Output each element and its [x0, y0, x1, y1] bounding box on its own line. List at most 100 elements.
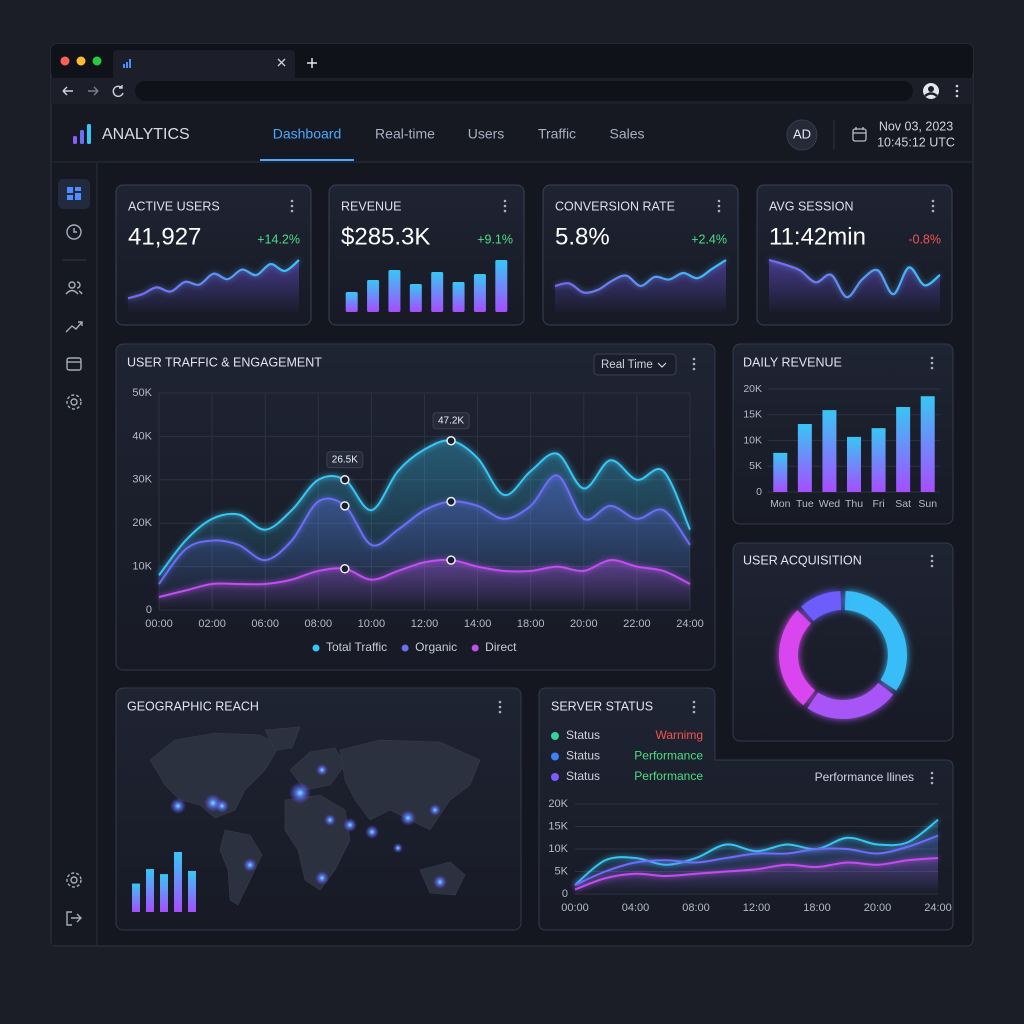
card-menu[interactable] [930, 554, 934, 568]
x-tick-label: 20:00 [570, 618, 598, 630]
user-acquisition-card [732, 542, 954, 742]
card-title: GEOGRAPHIC REACH [127, 699, 259, 713]
x-tick-label: 02:00 [198, 618, 226, 630]
map-hotspots [170, 764, 447, 889]
card-title: USER ACQUISITION [743, 553, 862, 567]
new-tab[interactable] [307, 58, 317, 68]
calendar-nav-icon[interactable] [66, 357, 82, 371]
y-tick-label: 5K [555, 865, 569, 877]
x-tick-label: 12:00 [743, 902, 771, 914]
kpi-menu[interactable] [290, 204, 294, 208]
x-tick-label: 08:00 [682, 902, 710, 914]
tab-close[interactable] [277, 58, 286, 67]
series-area [575, 858, 938, 894]
card-menu[interactable] [692, 357, 696, 371]
nav-tab[interactable]: Real-time [375, 126, 435, 142]
kpi-bar [367, 280, 380, 312]
card-title: DAILY REVENUE [743, 355, 842, 369]
users-icon[interactable] [65, 281, 83, 295]
y-tick-label: 40K [132, 430, 152, 442]
highlight-point [446, 435, 456, 446]
history-icon[interactable] [66, 224, 82, 240]
bar [920, 396, 935, 492]
bar [847, 436, 861, 492]
kpi-menu[interactable] [290, 199, 294, 203]
kpi-menu[interactable] [931, 199, 935, 203]
donut-segment [807, 682, 894, 720]
kpi-bar [409, 284, 422, 312]
kpi-menu[interactable] [931, 209, 935, 213]
x-tick-label: 20:00 [864, 902, 892, 914]
tab-icon [123, 59, 131, 68]
kpi-menu[interactable] [503, 199, 507, 203]
range-dropdown[interactable] [593, 353, 677, 376]
donut-segment [844, 591, 907, 691]
legend-dot [471, 644, 479, 652]
nav-tab[interactable]: Sales [609, 126, 644, 142]
x-tick-label: 14:00 [464, 618, 492, 630]
nav-tab[interactable]: Users [468, 126, 505, 142]
back-button[interactable] [62, 86, 73, 96]
trends-icon[interactable] [65, 321, 83, 333]
logout-icon[interactable] [66, 911, 82, 926]
avatar[interactable] [786, 119, 818, 151]
y-tick-label: 30K [132, 474, 152, 486]
browser-tab[interactable] [113, 50, 295, 78]
kpi-menu[interactable] [717, 204, 721, 208]
nav-tab[interactable]: Dashboard [273, 126, 342, 142]
kpi-value: 5.8% [555, 223, 610, 250]
kpi-menu[interactable] [931, 204, 935, 208]
kpi-menu[interactable] [717, 209, 721, 213]
reload-button[interactable] [112, 85, 124, 98]
card-menu[interactable] [930, 356, 934, 370]
series-line [574, 857, 939, 891]
dropdown-label: Real Time [601, 359, 653, 371]
kpi-menu[interactable] [503, 209, 507, 213]
kpi-title: ACTIVE USERS [128, 199, 220, 213]
bar [822, 410, 837, 492]
window-maximize[interactable] [92, 56, 102, 66]
y-tick-label: 10K [548, 843, 568, 855]
status-value: Performance [634, 749, 703, 763]
x-tick-label: Thu [845, 498, 863, 510]
browser-menu[interactable] [955, 84, 959, 98]
brand-logo [73, 124, 91, 144]
kpi-menu[interactable] [717, 199, 721, 203]
nav-tab[interactable]: Traffic [538, 126, 576, 142]
x-tick-label: 22:00 [623, 618, 651, 630]
card-menu[interactable] [930, 771, 934, 785]
card-menu[interactable] [692, 700, 696, 714]
mini-bar [132, 883, 140, 912]
dashboard-icon[interactable] [67, 187, 81, 200]
sidebar-active [58, 179, 90, 209]
card-menu[interactable] [498, 700, 502, 714]
x-tick-label: 18:00 [517, 618, 545, 630]
kpi-value: 41,927 [128, 223, 201, 250]
settings-nav-icon[interactable] [66, 394, 82, 410]
x-tick-label: Mon [770, 498, 791, 510]
kpi-change: +2.4% [691, 232, 727, 246]
window-minimize[interactable] [76, 56, 86, 66]
address-bar[interactable] [135, 81, 913, 101]
settings-icon[interactable] [66, 872, 82, 888]
forward-button[interactable] [88, 86, 99, 96]
window-close[interactable] [60, 56, 70, 66]
avatar-initials: AD [793, 126, 811, 141]
status-dot [551, 773, 559, 781]
kpi-title: AVG SESSION [769, 199, 854, 213]
brand-name: ANALYTICS [102, 126, 190, 143]
status-value: Warnimg [655, 728, 703, 742]
kpi-title: REVENUE [341, 199, 401, 213]
kpi-menu[interactable] [290, 209, 294, 213]
kpi-menu[interactable] [503, 204, 507, 208]
kpi-line [768, 258, 941, 299]
y-tick-label: 20K [743, 383, 762, 395]
kpi-change: +14.2% [257, 232, 300, 246]
kpi-area [128, 260, 299, 312]
kpi-change: +9.1% [477, 232, 513, 246]
x-tick-label: 24:00 [676, 618, 704, 630]
kpi-bar [452, 282, 465, 312]
kpi-value: 11:42min [769, 223, 866, 250]
kpi-change: -0.8% [908, 232, 941, 246]
x-tick-label: 04:00 [622, 902, 650, 914]
